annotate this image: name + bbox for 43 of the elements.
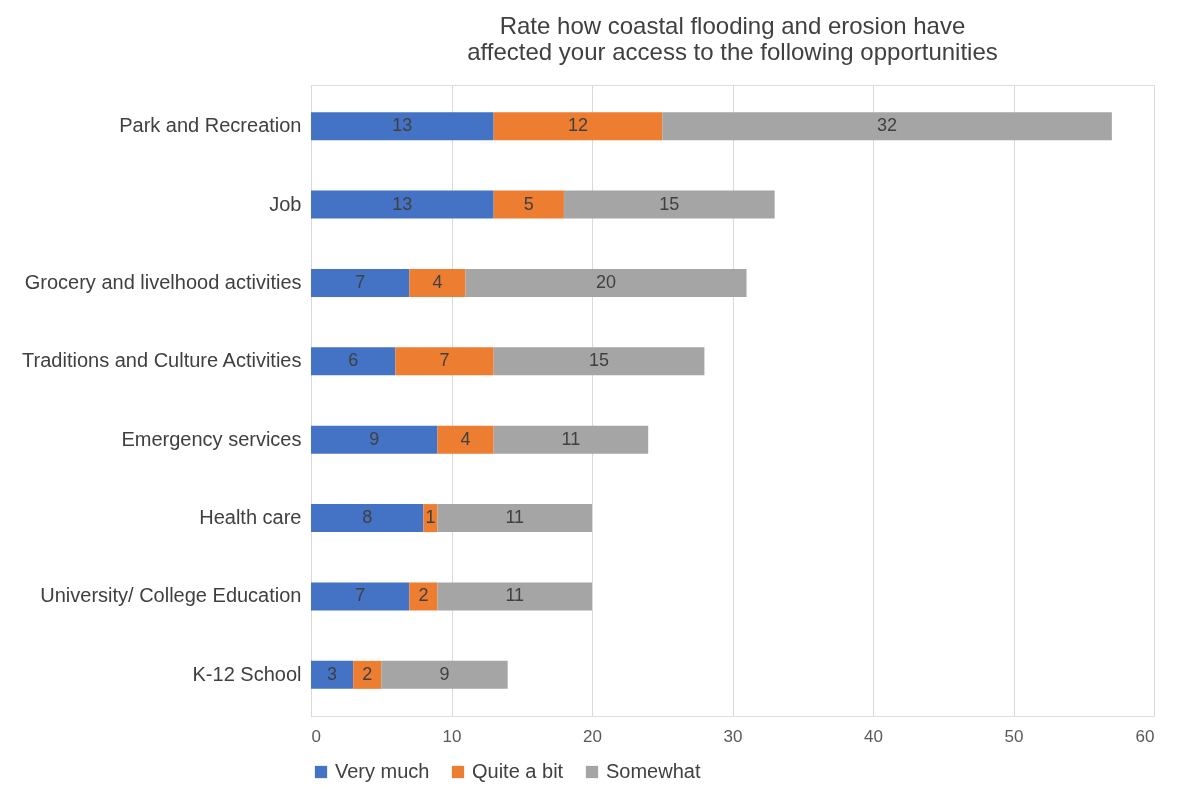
data-label: 9 [369,428,380,449]
y-tick-label: K-12 School [192,662,302,685]
y-tick-label: Traditions and Culture Activities [22,349,302,372]
data-label: 7 [355,585,366,606]
y-tick-label: Job [269,192,302,215]
data-label: 11 [505,507,525,528]
data-label: 3 [327,663,338,684]
data-label: 6 [348,350,359,371]
data-label: 4 [460,428,471,449]
data-label: 15 [589,350,610,371]
data-label: 7 [439,350,450,371]
data-label: 32 [877,115,898,136]
data-label: 2 [362,663,373,684]
data-label: 7 [355,271,366,292]
data-label: 13 [392,193,413,214]
data-label: 12 [567,115,588,136]
y-tick-label: Emergency services [121,427,302,450]
data-label: 8 [362,507,373,528]
x-tick-label: 10 [442,726,462,746]
data-label: 11 [561,428,581,449]
y-tick-label: University/ College Education [40,584,302,607]
x-tick-label: 20 [583,726,602,746]
x-tick-label: 30 [723,726,743,746]
legend-label: Quite a bit [472,760,564,782]
legend-label: Somewhat [606,760,701,782]
data-label: 9 [439,663,450,684]
data-label: 4 [432,271,443,292]
data-label: 13 [392,115,413,136]
data-label: 11 [505,585,525,606]
data-label: 2 [418,585,429,606]
y-tick-label: Health care [199,506,302,529]
legend-label: Very much [335,760,430,782]
x-tick-label: 60 [1135,726,1155,746]
chart-title: Rate how coastal flooding and erosion have affected your access to the following opportunities [467,12,998,65]
data-label: 20 [596,271,617,292]
y-tick-label: Park and Recreation [119,114,302,137]
data-label: 15 [659,193,680,214]
data-label: 1 [425,507,436,528]
x-tick-label: 40 [864,726,883,746]
x-tick-label: 0 [311,726,321,746]
y-tick-label: Grocery and livelhood activities [24,270,302,293]
x-tick-label: 50 [1004,726,1024,746]
data-label: 5 [523,193,534,214]
